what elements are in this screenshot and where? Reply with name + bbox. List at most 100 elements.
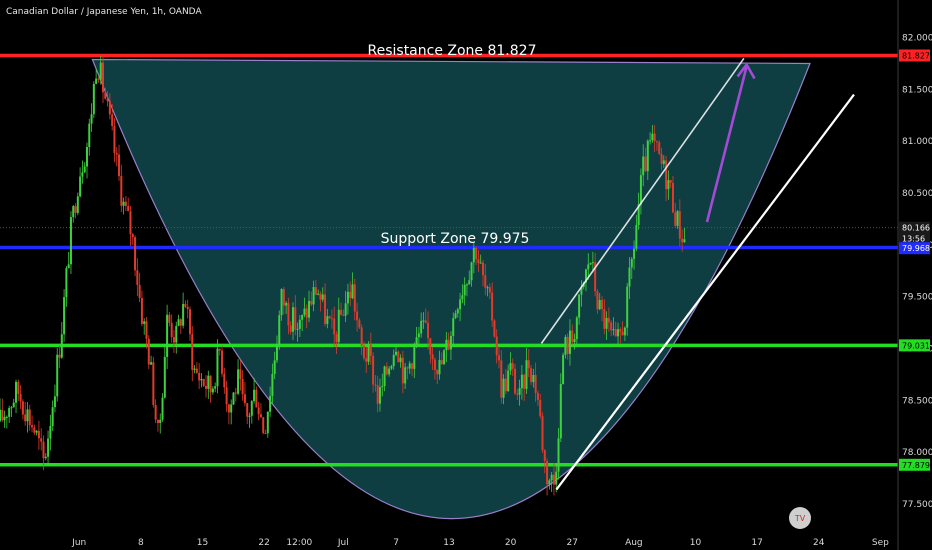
candle-body xyxy=(445,339,448,351)
candle-body xyxy=(637,204,640,225)
candle-body xyxy=(207,375,210,389)
x-tick-label: Sep xyxy=(872,538,889,548)
axes: 82.00081.50081.00080.50080.00079.50079.0… xyxy=(71,0,932,550)
candle-body xyxy=(234,392,237,394)
candle-body xyxy=(195,368,198,373)
candle-body xyxy=(646,140,649,172)
candle-body xyxy=(351,284,354,299)
candle-body xyxy=(555,471,558,485)
y-tick-label: 78.500 xyxy=(902,396,932,406)
x-tick-label: 20 xyxy=(505,538,517,548)
candle-body xyxy=(667,180,670,190)
candle-body xyxy=(390,366,393,369)
candle-body xyxy=(591,262,594,264)
candle-body xyxy=(216,348,219,387)
candle-body xyxy=(459,299,462,310)
upper-channel-line xyxy=(540,57,745,344)
candle-body xyxy=(289,325,292,332)
candle-body xyxy=(358,320,361,328)
resistance-zone-label: Resistance Zone 81.827 xyxy=(368,43,537,59)
candle-body xyxy=(372,355,375,385)
candle-body xyxy=(655,141,658,143)
candle-body xyxy=(518,388,521,395)
candle-body xyxy=(90,114,93,124)
candle-body xyxy=(404,367,407,384)
candle-body xyxy=(85,147,88,167)
candle-body xyxy=(328,316,331,319)
candle-body xyxy=(21,401,24,415)
candle-body xyxy=(287,302,290,326)
candle-body xyxy=(26,409,29,422)
price-tag xyxy=(899,49,930,62)
candle-body xyxy=(168,314,171,323)
candle-body xyxy=(259,414,262,418)
logo-text: TV xyxy=(794,514,806,523)
candle-body xyxy=(278,315,281,345)
candle-body xyxy=(660,153,663,164)
candle-body xyxy=(395,351,398,355)
tradingview-logo: TV xyxy=(789,507,811,529)
y-tick-label: 80.500 xyxy=(902,189,932,199)
candle-body xyxy=(118,154,121,177)
candle-body xyxy=(509,363,512,371)
candle-body xyxy=(456,309,459,314)
candle-body xyxy=(106,98,109,102)
price-tag-label: 79.968 xyxy=(902,244,930,253)
candle-body xyxy=(630,258,633,268)
support-zone-label: Support Zone 79.975 xyxy=(381,231,530,247)
candle-body xyxy=(461,295,464,300)
candle-body xyxy=(191,334,194,370)
y-tick-label: 81.000 xyxy=(902,137,932,147)
candle-body xyxy=(436,370,439,375)
candle-body xyxy=(353,284,356,312)
candle-body xyxy=(367,344,370,362)
candle-body xyxy=(543,450,546,462)
candle-body xyxy=(150,362,153,365)
candle-body xyxy=(115,153,118,155)
candle-body xyxy=(28,409,31,426)
candle-body xyxy=(163,356,166,398)
candle-body xyxy=(56,354,59,397)
candle-body xyxy=(420,320,423,334)
candle-body xyxy=(294,307,297,330)
candle-body xyxy=(523,374,526,389)
candle-body xyxy=(237,369,240,394)
candle-body xyxy=(60,334,63,358)
candle-body xyxy=(218,348,221,351)
candle-body xyxy=(326,316,329,324)
candle-body xyxy=(186,306,189,310)
x-tick-label: Jul xyxy=(337,538,349,548)
candle-body xyxy=(31,425,34,428)
candle-body xyxy=(40,438,43,442)
candle-body xyxy=(47,438,50,457)
candle-body xyxy=(562,354,565,385)
candle-body xyxy=(449,336,452,350)
candle-body xyxy=(335,334,338,343)
candle-body xyxy=(58,354,61,358)
candle-body xyxy=(296,328,299,330)
candle-body xyxy=(312,287,315,305)
candle-body xyxy=(342,314,345,316)
candle-body xyxy=(248,415,251,417)
candle-body xyxy=(99,62,102,80)
candle-body xyxy=(140,297,143,324)
candle-body xyxy=(340,309,343,315)
candle-body xyxy=(484,275,487,288)
candle-body xyxy=(481,262,484,276)
candle-body xyxy=(438,360,441,375)
candle-body xyxy=(550,474,553,481)
candle-body xyxy=(221,350,224,374)
candle-body xyxy=(280,289,283,316)
bowl-pattern xyxy=(91,58,811,520)
candle-body xyxy=(633,248,636,259)
x-tick-label: 10 xyxy=(690,538,702,548)
candle-body xyxy=(127,206,130,212)
candle-body xyxy=(152,362,155,406)
candle-body xyxy=(257,407,260,415)
candle-body xyxy=(24,414,27,422)
candle-body xyxy=(388,368,391,375)
candle-body xyxy=(225,387,228,405)
candle-body xyxy=(502,378,505,398)
candle-body xyxy=(269,396,272,412)
